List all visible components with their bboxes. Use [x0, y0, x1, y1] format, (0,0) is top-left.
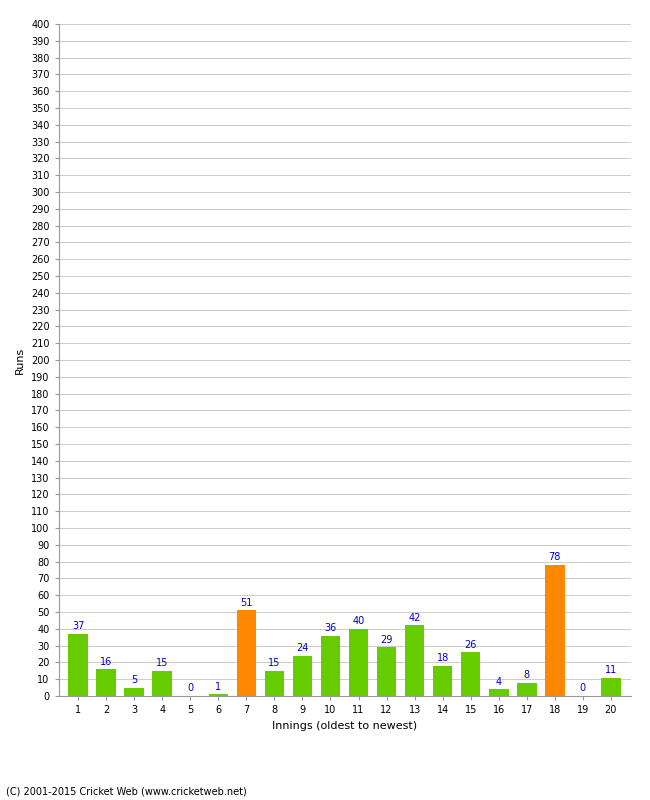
Bar	[405, 626, 424, 696]
Bar	[377, 647, 396, 696]
Bar	[545, 565, 565, 696]
Text: 0: 0	[187, 683, 193, 694]
Text: 15: 15	[156, 658, 168, 668]
Bar	[265, 670, 284, 696]
Bar	[124, 687, 144, 696]
Text: 1: 1	[215, 682, 222, 692]
Text: 0: 0	[580, 683, 586, 694]
Text: 4: 4	[496, 677, 502, 686]
Text: 18: 18	[437, 654, 448, 663]
Text: 37: 37	[72, 622, 84, 631]
Text: 36: 36	[324, 623, 337, 633]
Text: 11: 11	[604, 665, 617, 675]
Text: 26: 26	[465, 640, 477, 650]
Bar	[489, 690, 508, 696]
Bar	[209, 694, 228, 696]
Bar	[433, 666, 452, 696]
X-axis label: Innings (oldest to newest): Innings (oldest to newest)	[272, 721, 417, 730]
Bar	[348, 629, 369, 696]
Text: 51: 51	[240, 598, 253, 608]
Y-axis label: Runs: Runs	[16, 346, 25, 374]
Text: 78: 78	[549, 553, 561, 562]
Bar	[237, 610, 256, 696]
Text: 16: 16	[100, 657, 112, 666]
Text: 42: 42	[408, 613, 421, 623]
Bar	[320, 635, 341, 696]
Text: (C) 2001-2015 Cricket Web (www.cricketweb.net): (C) 2001-2015 Cricket Web (www.cricketwe…	[6, 786, 247, 796]
Text: 29: 29	[380, 634, 393, 645]
Bar	[461, 652, 480, 696]
Text: 8: 8	[524, 670, 530, 680]
Bar	[96, 669, 116, 696]
Text: 40: 40	[352, 616, 365, 626]
Bar	[517, 682, 536, 696]
Bar	[601, 678, 621, 696]
Text: 24: 24	[296, 643, 309, 653]
Bar	[68, 634, 88, 696]
Text: 5: 5	[131, 675, 137, 685]
Bar	[153, 670, 172, 696]
Text: 15: 15	[268, 658, 281, 668]
Bar	[292, 656, 312, 696]
